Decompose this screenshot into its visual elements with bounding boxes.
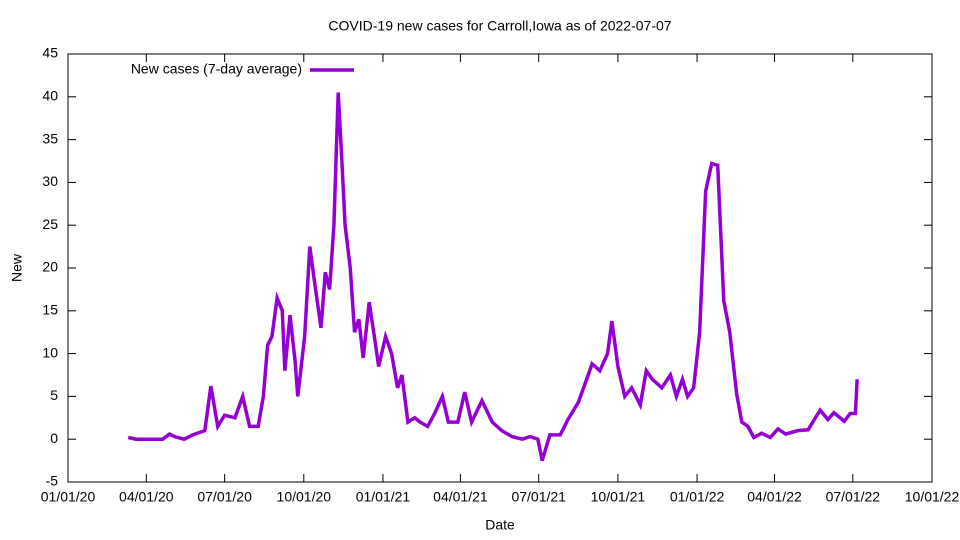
x-tick-label: 01/01/22 bbox=[670, 489, 725, 505]
y-tick-label: 10 bbox=[42, 344, 58, 360]
y-tick-label: 30 bbox=[42, 173, 58, 189]
x-tick-label: 10/01/21 bbox=[591, 489, 646, 505]
x-tick-label: 07/01/21 bbox=[511, 489, 566, 505]
y-axis-label: New bbox=[9, 253, 25, 282]
y-tick-label: -5 bbox=[46, 473, 59, 489]
x-tick-label: 07/01/22 bbox=[826, 489, 881, 505]
x-tick-label: 04/01/21 bbox=[433, 489, 488, 505]
x-tick-label: 04/01/20 bbox=[119, 489, 174, 505]
y-tick-label: 45 bbox=[42, 45, 58, 61]
x-axis-label: Date bbox=[485, 517, 515, 533]
data-line bbox=[127, 92, 859, 462]
x-tick-label: 01/01/21 bbox=[356, 489, 411, 505]
x-tick-label: 10/01/20 bbox=[277, 489, 332, 505]
chart-title: COVID-19 new cases for Carroll,Iowa as o… bbox=[328, 18, 671, 34]
x-tick-label: 01/01/20 bbox=[41, 489, 96, 505]
y-tick-label: 25 bbox=[42, 216, 58, 232]
y-tick-label: 35 bbox=[42, 130, 58, 146]
y-tick-label: 5 bbox=[50, 387, 58, 403]
y-tick-label: 40 bbox=[42, 88, 58, 104]
x-tick-label: 04/01/22 bbox=[747, 489, 802, 505]
x-tick-label: 10/01/22 bbox=[905, 489, 960, 505]
y-tick-label: 0 bbox=[50, 430, 58, 446]
y-tick-label: 20 bbox=[42, 259, 58, 275]
y-tick-label: 15 bbox=[42, 302, 58, 318]
legend-label: New cases (7-day average) bbox=[131, 61, 302, 77]
x-tick-label: 07/01/20 bbox=[197, 489, 252, 505]
plot-frame bbox=[67, 53, 933, 483]
